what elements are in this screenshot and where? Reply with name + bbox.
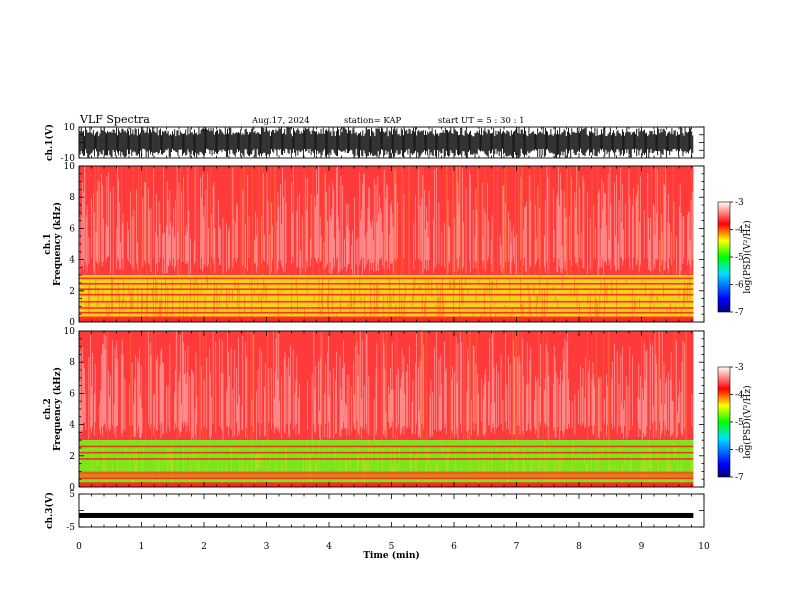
ch1-spectrogram-panel: 0 2 4 6 8 10 ch.1 Frequency (kHz): [43, 162, 705, 328]
x-tick-label: 7: [514, 542, 520, 552]
y-tick-label: 0: [69, 483, 75, 493]
narrowband-line: [79, 316, 694, 319]
narrowband-line: [79, 482, 694, 484]
ch1-voltage-axis-label: ch.1(V): [44, 124, 55, 161]
narrowband-line: [79, 458, 694, 460]
x-tick-label: 8: [576, 542, 582, 552]
colorbar-label: log(PSD)(V²/Hz): [742, 220, 753, 293]
frequency-axis-label: Frequency (kHz): [52, 202, 63, 286]
colorbar-tick-label: -4: [735, 226, 744, 236]
channel-label: ch.1: [43, 233, 53, 254]
narrowband-line: [79, 311, 694, 314]
upper-band-streaks: [107, 331, 687, 441]
ch3-voltage-axis-label: ch.3(V): [44, 492, 55, 529]
colorbar-tick-label: -5: [735, 253, 744, 263]
colorbar-label: log(PSD)(V²/Hz): [742, 385, 753, 458]
y-tick-label: 0: [69, 318, 75, 328]
x-tick-label: 9: [639, 542, 645, 552]
y-tick-label: 8: [69, 358, 75, 368]
time-axis-label: Time (min): [363, 550, 420, 561]
x-tick-label: 1: [139, 542, 145, 552]
upper-band-texture: [79, 166, 694, 276]
y-tick-label: 2: [69, 287, 75, 297]
upper-band-texture: [79, 331, 693, 441]
narrowband-line: [79, 277, 694, 280]
colorbar-tick-label: -4: [735, 391, 744, 401]
colorbar-tick-label: -6: [735, 446, 744, 456]
narrowband-line: [79, 288, 694, 291]
colorbar-tick-label: -6: [735, 281, 744, 291]
x-tick-label: 0: [76, 542, 82, 552]
x-tick-label: 2: [201, 542, 207, 552]
ch1-waveform-trace: [78, 127, 694, 158]
colorbar-scale: [717, 366, 731, 478]
ch1-colorbar: -3 -4 -5 -6 -7 log(PSD)(V²/Hz): [717, 198, 753, 318]
y-tick-label: 10: [64, 162, 76, 172]
y-tick-label: 6: [69, 389, 75, 399]
start-time-label: start UT = 5 : 30 : 1: [438, 116, 525, 126]
channel-label: ch.2: [43, 398, 53, 419]
y-tick-label: -10: [61, 154, 76, 164]
narrowband-line: [79, 307, 694, 309]
narrowband-line: [79, 477, 694, 480]
y-tick-label: 8: [69, 193, 75, 203]
narrowband-line: [79, 300, 694, 303]
frequency-axis-label: Frequency (kHz): [52, 367, 63, 451]
colorbar-tick-label: -3: [735, 198, 744, 208]
low-frequency-band: [79, 318, 694, 322]
x-tick-label: 5: [389, 542, 395, 552]
narrowband-line: [79, 445, 694, 448]
figure-title: VLF Spectra: [79, 113, 150, 126]
colorbar-scale: [717, 201, 731, 313]
x-tick-label: 3: [264, 542, 270, 552]
colorbar-tick-label: -3: [735, 363, 744, 373]
station-label: station= KAP: [344, 116, 402, 126]
x-tick-label: 4: [326, 542, 332, 552]
y-tick-label: 10: [64, 123, 76, 133]
y-tick-label: 5: [69, 490, 75, 500]
y-tick-label: 6: [69, 224, 75, 234]
y-tick-label: 2: [69, 452, 75, 462]
ch2-colorbar: -3 -4 -5 -6 -7 log(PSD)(V²/Hz): [717, 363, 753, 483]
colorbar-tick-label: -7: [735, 473, 744, 483]
low-frequency-band: [79, 483, 694, 487]
colorbar-tick-label: -5: [735, 418, 744, 428]
x-tick-label: 10: [698, 542, 710, 552]
y-tick-label: 10: [64, 327, 76, 337]
y-tick-label: -5: [66, 523, 75, 533]
narrowband-line: [79, 293, 694, 296]
y-tick-label: 4: [69, 421, 75, 431]
y-tick-label: 4: [69, 256, 75, 266]
date-label: Aug.17, 2024: [251, 116, 310, 126]
narrowband-line: [79, 282, 694, 285]
ch2-spectrogram-panel: 0 2 4 6 8 10 ch.2 Frequency (kHz): [43, 327, 705, 493]
narrowband-line: [79, 451, 694, 454]
ch1-waveform-panel: 10 -10 ch.1(V): [44, 123, 705, 164]
ch3-waveform-panel: 5 -5 ch.3(V): [44, 490, 705, 533]
ch3-waveform-trace: [79, 512, 694, 518]
colorbar-tick-label: -7: [735, 308, 744, 318]
midband-orange: [79, 471, 694, 478]
time-axis: 0 1 2 3 4 5 6 7 8 9 10 Time (min): [76, 542, 710, 561]
x-tick-label: 6: [451, 542, 457, 552]
